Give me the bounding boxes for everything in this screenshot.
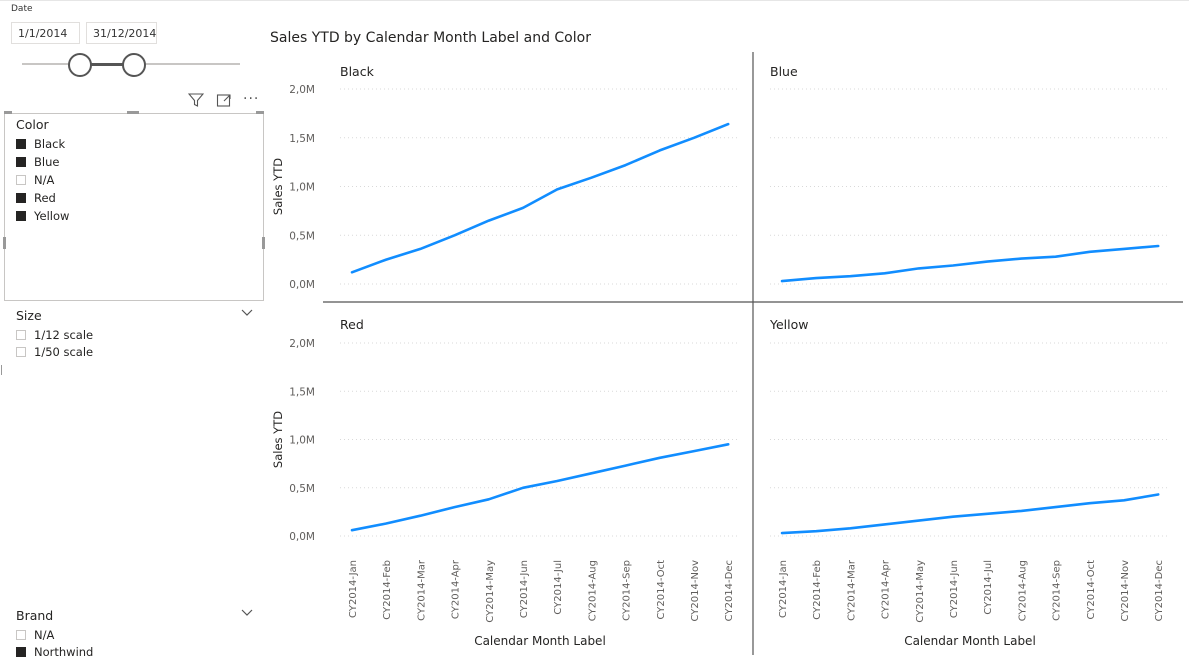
- focus-mode-icon[interactable]: [216, 92, 232, 112]
- size-item-1-50[interactable]: 1/50 scale: [16, 344, 93, 362]
- chevron-down-icon[interactable]: [241, 606, 253, 622]
- y-tick-label: 2,0M: [289, 338, 315, 350]
- checkbox-unchecked[interactable]: [16, 175, 26, 185]
- y-tick-label: 0,5M: [289, 483, 315, 495]
- resize-handle-top-left[interactable]: [4, 111, 12, 114]
- color-item-na[interactable]: N/A: [16, 172, 54, 190]
- x-tick-label: CY2014-Nov: [690, 560, 701, 622]
- date-slicer-label: Date: [11, 4, 33, 14]
- panel-label-yellow: Yellow: [769, 317, 808, 332]
- filter-icon[interactable]: [187, 92, 205, 112]
- color-slicer-title: Color: [16, 117, 49, 132]
- color-item-blue[interactable]: Blue: [16, 154, 59, 172]
- x-tick-label: CY2014-Jan: [348, 560, 359, 618]
- x-tick-label: CY2014-May: [915, 560, 926, 623]
- brand-slicer-title: Brand: [16, 608, 54, 623]
- color-item-yellow[interactable]: Yellow: [16, 208, 69, 226]
- x-tick-label: CY2014-Jun: [949, 560, 960, 618]
- top-border: [0, 0, 1189, 1]
- checkbox-checked[interactable]: [16, 139, 26, 149]
- series-line-red: [350, 442, 730, 532]
- x-tick-label: CY2014-Nov: [1120, 560, 1131, 622]
- size-slicer-title: Size: [16, 308, 42, 323]
- y-tick-label: 1,5M: [289, 133, 315, 145]
- series-line-black: [350, 122, 730, 274]
- y-tick-label: 0,0M: [289, 279, 315, 291]
- resize-marker: [1, 365, 2, 375]
- resize-handle-top-right[interactable]: [256, 111, 264, 114]
- x-tick-label: CY2014-Sep: [622, 560, 633, 621]
- x-tick-label: CY2014-Jun: [519, 560, 530, 618]
- resize-handle-right[interactable]: [262, 237, 265, 249]
- end-date-input[interactable]: 31/12/2014: [86, 22, 157, 44]
- x-tick-label: CY2014-Jul: [553, 560, 564, 615]
- chevron-down-icon[interactable]: [241, 306, 253, 322]
- y-tick-label: 1,0M: [289, 435, 315, 447]
- x-axis-title: Calendar Month Label: [474, 634, 606, 648]
- start-date-input[interactable]: 1/1/2014: [11, 22, 80, 44]
- size-item-1-12[interactable]: 1/12 scale: [16, 327, 93, 345]
- date-slider-end-handle[interactable]: [122, 53, 146, 77]
- x-tick-label: CY2014-Apr: [451, 559, 462, 619]
- x-tick-label: CY2014-Mar: [416, 559, 427, 621]
- color-item-red[interactable]: Red: [16, 190, 56, 208]
- x-tick-label: CY2014-Jul: [983, 560, 994, 615]
- x-tick-label: CY2014-Dec: [1154, 560, 1165, 621]
- y-axis-title: Sales YTD: [271, 411, 285, 468]
- color-item-black[interactable]: Black: [16, 136, 65, 154]
- panel-label-red: Red: [340, 317, 364, 332]
- x-tick-label: CY2014-Apr: [881, 559, 892, 619]
- y-tick-label: 1,5M: [289, 386, 315, 398]
- checkbox-unchecked[interactable]: [16, 330, 26, 340]
- x-tick-label: CY2014-Feb: [382, 560, 393, 620]
- checkbox-unchecked[interactable]: [16, 630, 26, 640]
- y-tick-label: 0,5M: [289, 230, 315, 242]
- x-tick-label: CY2014-Oct: [656, 560, 667, 620]
- checkbox-unchecked[interactable]: [16, 347, 26, 357]
- y-tick-label: 2,0M: [289, 84, 315, 96]
- x-tick-label: CY2014-Aug: [1017, 560, 1028, 621]
- more-options-icon[interactable]: ···: [243, 91, 260, 107]
- chart-title: Sales YTD by Calendar Month Label and Co…: [270, 30, 591, 46]
- x-tick-label: CY2014-Dec: [724, 560, 735, 621]
- x-tick-label: CY2014-Mar: [846, 559, 857, 621]
- brand-item-na[interactable]: N/A: [16, 627, 54, 645]
- x-tick-label: CY2014-Oct: [1086, 560, 1097, 620]
- x-tick-label: CY2014-Jan: [778, 560, 789, 618]
- x-tick-label: CY2014-Sep: [1052, 560, 1063, 621]
- checkbox-checked[interactable]: [16, 157, 26, 167]
- date-slider-start-handle[interactable]: [68, 53, 92, 77]
- panel-label-blue: Blue: [770, 64, 798, 79]
- checkbox-checked[interactable]: [16, 647, 26, 657]
- checkbox-checked[interactable]: [16, 193, 26, 203]
- panel-label-black: Black: [340, 64, 375, 79]
- brand-item-northwind[interactable]: Northwind: [16, 644, 93, 662]
- x-tick-label: CY2014-Feb: [812, 560, 823, 620]
- checkbox-checked[interactable]: [16, 211, 26, 221]
- x-tick-label: CY2014-May: [485, 560, 496, 623]
- y-axis-title: Sales YTD: [271, 158, 285, 215]
- y-tick-label: 1,0M: [289, 182, 315, 194]
- series-line-blue: [780, 244, 1160, 283]
- resize-handle-left[interactable]: [3, 237, 6, 249]
- date-slider-range: [80, 63, 133, 66]
- resize-handle-top[interactable]: [127, 111, 139, 114]
- series-line-yellow: [780, 493, 1160, 535]
- x-tick-label: CY2014-Aug: [587, 560, 598, 621]
- x-axis-title: Calendar Month Label: [904, 634, 1036, 648]
- y-tick-label: 0,0M: [289, 531, 315, 543]
